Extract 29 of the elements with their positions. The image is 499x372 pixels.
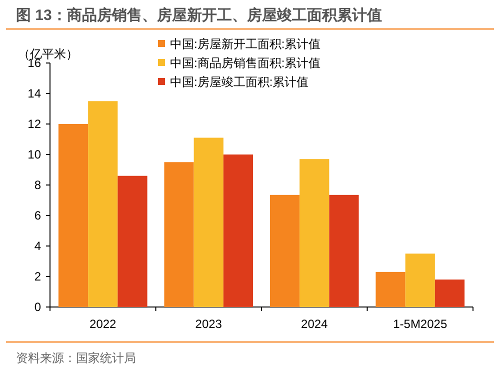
y-tick-label: 0 [34, 300, 42, 314]
legend-label: 中国:商品房销售面积:累计值 [170, 56, 321, 70]
y-tick-label: 8 [34, 178, 42, 192]
x-tick-label: 2022 [90, 317, 117, 331]
x-tick-label: 1-5M2025 [393, 317, 448, 331]
y-tick-label: 2 [34, 270, 42, 284]
bar [164, 162, 194, 307]
y-tick-label: 6 [34, 208, 42, 222]
bar [88, 101, 118, 307]
y-tick-label: 14 [28, 86, 42, 100]
x-tick-label: 2023 [195, 317, 222, 331]
y-tick-label: 12 [28, 117, 42, 131]
bar [376, 272, 406, 307]
bar [223, 154, 254, 307]
bar [434, 280, 465, 307]
bar [58, 124, 88, 307]
bar [300, 159, 330, 307]
chart-title: 图 13：商品房销售、房屋新开工、房屋竣工面积累计值 [16, 6, 382, 24]
bar [194, 138, 224, 307]
y-tick-label: 10 [28, 148, 42, 162]
legend-label: 中国:房屋新开工面积:累计值 [170, 37, 321, 51]
bar [405, 254, 435, 307]
bar [270, 194, 300, 307]
x-tick-label: 2024 [301, 317, 328, 331]
bar [118, 176, 148, 307]
legend-label: 中国:房屋竣工面积:累计值 [170, 75, 309, 89]
y-tick-label: 4 [34, 239, 42, 253]
bar [329, 194, 359, 307]
text: 资料来源：国家统计局 [16, 351, 136, 365]
